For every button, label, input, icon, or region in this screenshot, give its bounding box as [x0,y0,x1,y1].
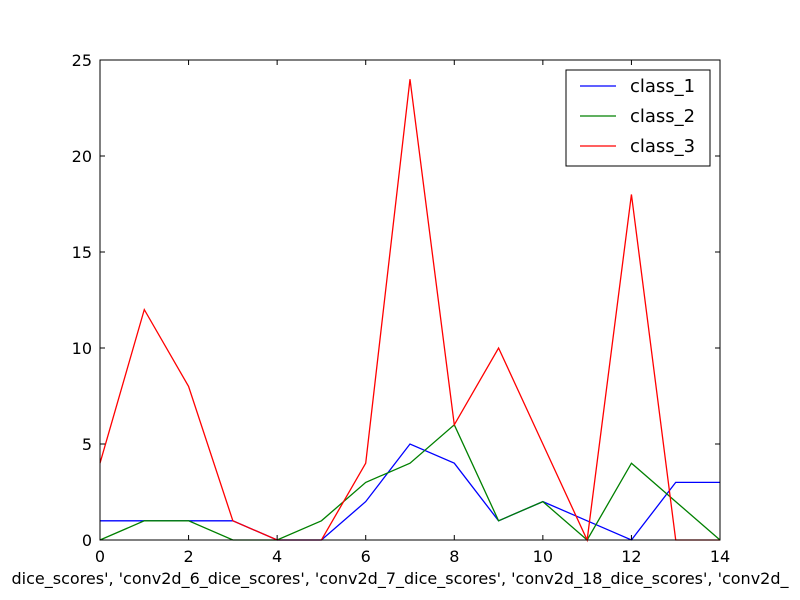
x-tick-label: 0 [95,547,105,566]
series-layer [99,79,721,543]
y-tick-label: 5 [82,435,92,454]
legend-label-class_2: class_2 [630,106,695,127]
y-tick-label: 0 [82,531,92,550]
legend-label-class_3: class_3 [630,136,695,157]
y-tick-label: 25 [72,51,92,70]
x-tick-label: 8 [449,547,459,566]
series-line-class_2 [99,423,721,542]
plot-frame [99,59,721,541]
x-tick-label: 4 [272,547,282,566]
x-tick-label: 14 [710,547,730,566]
legend-label-class_1: class_1 [630,76,695,97]
x-tick-label: 6 [361,547,371,566]
x-tick-label: 10 [533,547,553,566]
y-tick-label: 15 [72,243,92,262]
ticks-layer: 0 2 4 6 8 10 12 14 0 5 10 15 20 25 [72,51,731,566]
x-tick-label: 2 [183,547,193,566]
series-line-class_3 [99,79,720,543]
y-tick-label: 20 [72,147,92,166]
y-tick-label: 10 [72,339,92,358]
x-axis-label: dice_scores', 'conv2d_6_dice_scores', 'c… [12,569,790,589]
x-tick-label: 12 [621,547,641,566]
series-line-class_1 [100,443,720,541]
legend: class_1 class_2 class_3 [565,69,711,167]
